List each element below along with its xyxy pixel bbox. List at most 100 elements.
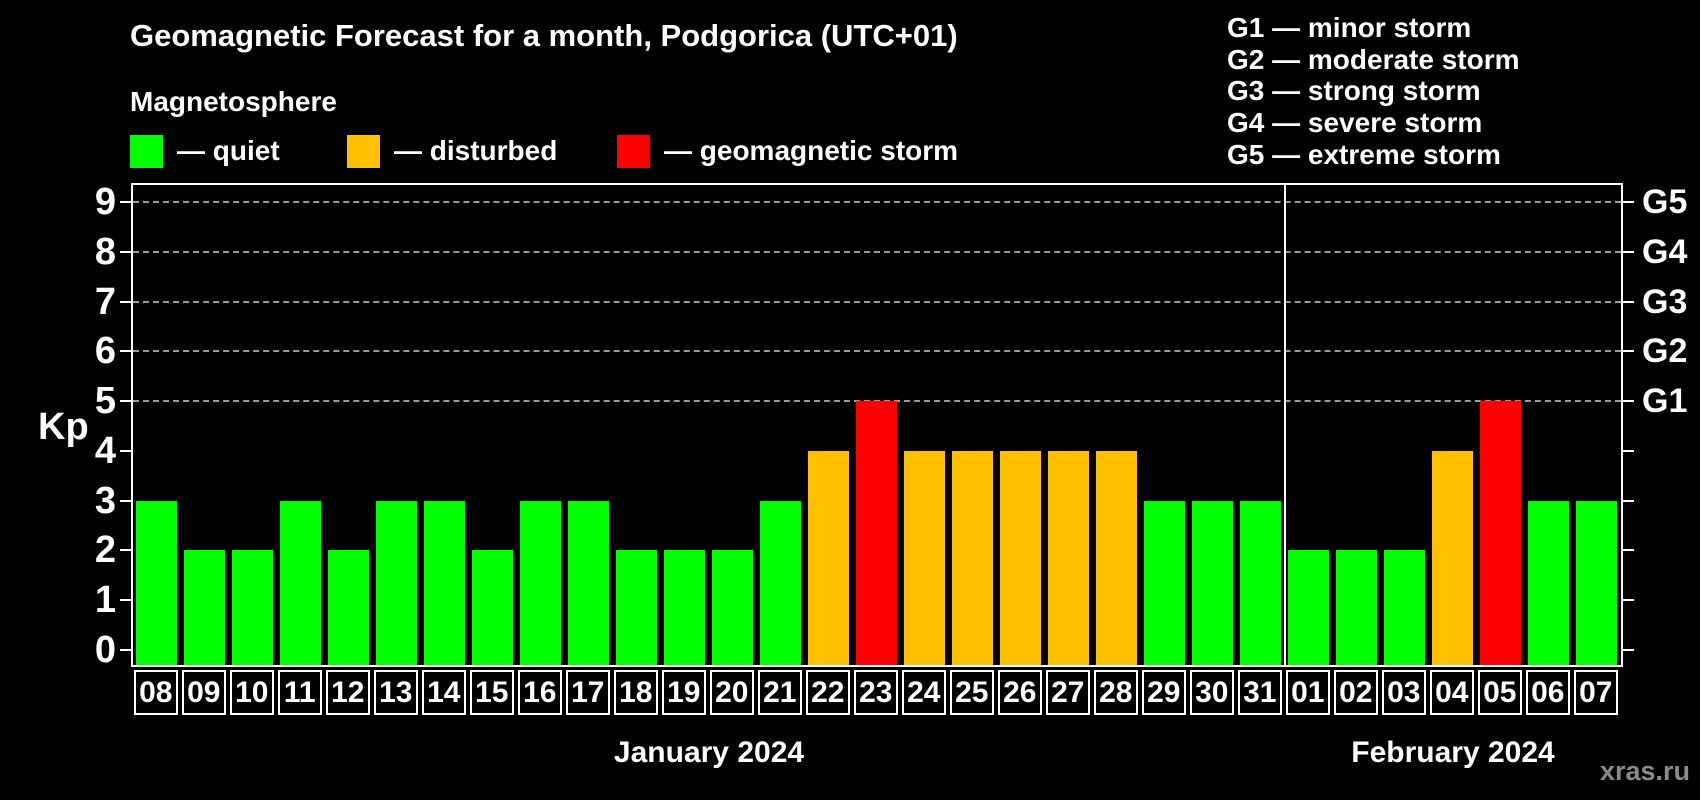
chart-subtitle: Magnetosphere [130,86,337,117]
y-tick-right-6 [1623,350,1634,353]
month-separator [1284,185,1286,665]
legend-label-quiet: — quiet [177,135,280,166]
y-tick-right-3 [1623,499,1634,502]
y-tick-right-2 [1623,549,1634,552]
kp-bar-day-31 [1240,500,1281,665]
x-tick-label-day-09: 09 [181,670,226,715]
legend-item-disturbed: — disturbed [347,132,557,170]
y-tick-label-3: 3 [94,479,116,522]
kp-bar-day-03 [1384,550,1425,665]
gridline-kp8 [133,250,1621,253]
quiet-swatch [130,134,163,168]
x-tick-label-day-04: 04 [1429,670,1474,715]
x-tick-label-day-13: 13 [373,670,418,715]
x-tick-label-day-24: 24 [901,670,946,715]
kp-bar-day-20 [712,550,753,665]
y-tick-left-5 [120,400,131,403]
month-label-february: February 2024 [1351,736,1555,769]
x-tick-label-day-29: 29 [1141,670,1186,715]
kp-bar-day-30 [1192,500,1233,665]
kp-bar-day-06 [1528,500,1569,665]
kp-bar-day-02 [1336,550,1377,665]
x-tick-label-day-25: 25 [949,670,994,715]
x-tick-label-day-07: 07 [1573,670,1618,715]
y-tick-right-5 [1623,400,1634,403]
y-tick-label-8: 8 [94,230,116,273]
kp-bar-day-09 [184,550,225,665]
kp-bar-day-21 [760,500,801,665]
kp-bar-day-14 [424,500,465,665]
gridline-kp7 [133,300,1621,303]
x-tick-label-day-10: 10 [229,670,274,715]
y-tick-right-4 [1623,449,1634,452]
kp-bar-day-24 [904,450,945,665]
disturbed-swatch [347,134,380,168]
y-tick-label-4: 4 [94,429,116,472]
kp-bar-day-27 [1048,450,1089,665]
page-title: Geomagnetic Forecast for a month, Podgor… [130,18,958,53]
kp-bar-day-15 [472,550,513,665]
x-tick-label-day-30: 30 [1189,670,1234,715]
y-tick-left-8 [120,250,131,253]
x-tick-label-day-18: 18 [613,670,658,715]
y-tick-right-9 [1623,200,1634,203]
y-tick-left-1 [120,599,131,602]
y-tick-left-4 [120,449,131,452]
kp-bar-day-18 [616,550,657,665]
x-tick-label-day-28: 28 [1093,670,1138,715]
storm-swatch [617,134,650,168]
right-axis-label-g3: G3 [1642,282,1688,321]
x-tick-label-day-26: 26 [997,670,1042,715]
x-tick-label-day-11: 11 [277,670,322,715]
legend-label-disturbed: — disturbed [394,135,558,166]
kp-bar-day-23 [856,401,897,665]
y-tick-left-2 [120,549,131,552]
x-tick-label-day-16: 16 [517,670,562,715]
y-tick-label-9: 9 [94,180,116,223]
y-axis-label: Kp [38,406,89,448]
y-tick-left-6 [120,350,131,353]
y-tick-label-6: 6 [94,330,116,373]
y-tick-left-9 [120,200,131,203]
kp-bar-day-28 [1096,450,1137,665]
g-legend-line-3: G3 — strong storm [1227,75,1481,107]
y-tick-left-0 [120,649,131,651]
kp-bar-day-26 [1000,450,1041,665]
watermark: xras.ru [1599,756,1690,786]
x-tick-label-day-17: 17 [565,670,610,715]
x-tick-label-day-19: 19 [661,670,706,715]
kp-bar-day-05 [1480,401,1521,665]
kp-bar-day-16 [520,500,561,665]
x-tick-label-day-14: 14 [421,670,466,715]
y-tick-label-5: 5 [94,380,116,423]
right-axis-label-g1: G1 [1642,382,1688,421]
x-tick-label-day-01: 01 [1285,670,1330,715]
y-tick-right-0 [1623,649,1634,651]
plot-area-border [131,183,1623,667]
kp-bar-day-22 [808,450,849,665]
y-tick-label-0: 0 [94,629,116,671]
legend-item-quiet: — quiet [130,132,280,170]
month-label-january: January 2024 [613,736,805,769]
y-tick-label-7: 7 [94,280,116,323]
y-tick-right-8 [1623,250,1634,253]
kp-bar-day-10 [232,550,273,665]
y-tick-label-1: 1 [94,579,116,622]
x-tick-label-day-27: 27 [1045,670,1090,715]
x-tick-label-day-20: 20 [709,670,754,715]
g-legend-line-1: G1 — minor storm [1227,12,1472,43]
gridline-kp6 [133,350,1621,353]
y-tick-right-7 [1623,300,1634,303]
y-tick-left-3 [120,499,131,502]
kp-bar-day-01 [1288,550,1329,665]
g-legend-line-2: G2 — moderate storm [1227,43,1520,75]
kp-bar-day-17 [568,500,609,665]
legend-item-storm: — geomagnetic storm [617,132,958,170]
kp-bar-day-25 [952,450,993,665]
y-tick-right-1 [1623,599,1634,602]
x-tick-label-day-03: 03 [1381,670,1426,715]
kp-bar-day-12 [328,550,369,665]
g-legend-line-4: G4 — severe storm [1227,107,1483,139]
y-tick-label-2: 2 [94,529,116,572]
